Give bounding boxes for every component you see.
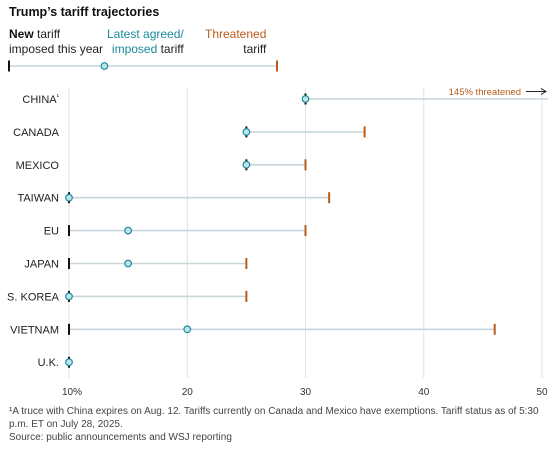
legend-new-rest2: imposed this year	[9, 42, 104, 56]
country-label: U.K.	[38, 357, 59, 369]
country-label: JAPAN	[24, 259, 59, 271]
legend-threatened-tariff: Threatened tariff	[205, 27, 266, 57]
legend-threat-line1: Threatened	[205, 27, 267, 41]
row-japan-latest-dot	[124, 259, 133, 268]
country-label: EU	[44, 226, 59, 238]
x-tick-label: 10%	[62, 387, 82, 398]
legend-new-rest1: tariff	[33, 27, 61, 41]
row-canada-latest-dot	[242, 127, 251, 136]
overflow-arrow-head	[540, 88, 547, 95]
row-china-latest-dot	[301, 95, 310, 103]
row-taiwan-latest-dot	[65, 193, 73, 202]
row-skorea-latest-dot	[65, 292, 73, 301]
legend-new-bold: New	[9, 27, 34, 41]
country-label: S. KOREA	[7, 291, 60, 303]
country-label: VIETNAM	[10, 324, 59, 336]
legend-new-tariff: New tariff imposed this year	[9, 27, 103, 57]
country-label: TAIWAN	[17, 193, 59, 205]
x-tick-label: 50	[536, 387, 548, 398]
overflow-annotation: 145% threatened	[449, 87, 521, 98]
legend-example-latest-dot	[100, 62, 109, 70]
footnote: ¹A truce with China expires on Aug. 12. …	[9, 406, 539, 430]
legend-latest-line2a: imposed	[111, 42, 158, 56]
legend-latest-line2b: tariff	[157, 42, 184, 56]
row-vietnam-latest-dot	[183, 325, 192, 334]
x-tick-label: 40	[418, 387, 430, 398]
legend-latest-tariff: Latest agreed/ imposed tariff	[107, 27, 184, 57]
country-label: CHINA¹	[22, 94, 59, 106]
country-label: MEXICO	[16, 160, 60, 172]
legend-latest-line1: Latest agreed/	[107, 27, 184, 41]
x-tick-label: 30	[300, 387, 312, 398]
source-note: Source: public announcements and WSJ rep…	[9, 432, 232, 443]
legend-threat-line2: tariff	[243, 42, 267, 56]
chart-title: Trump’s tariff trajectories	[9, 5, 160, 19]
row-eu-latest-dot	[124, 226, 133, 235]
country-label: CANADA	[13, 127, 60, 139]
row-mexico-latest-dot	[242, 160, 251, 169]
x-tick-label: 20	[182, 387, 194, 398]
row-uk-latest-dot	[65, 358, 73, 367]
